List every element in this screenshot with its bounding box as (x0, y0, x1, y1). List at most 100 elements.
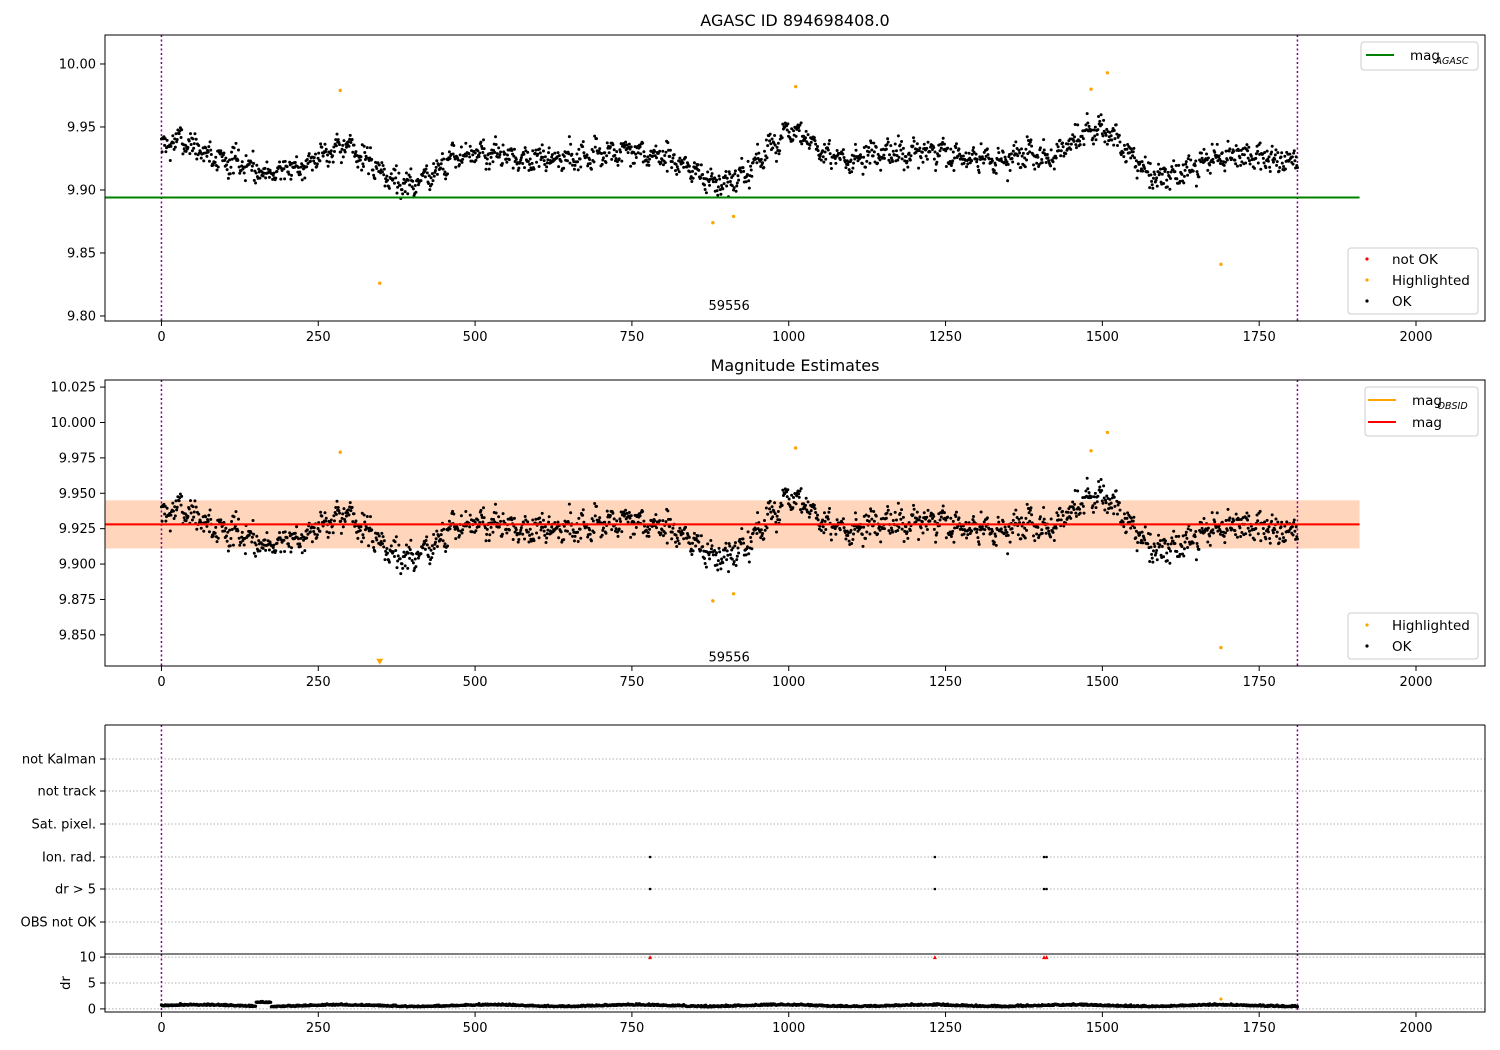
ok-point (1292, 518, 1296, 522)
ok-point (382, 173, 386, 177)
ok-point (853, 142, 857, 146)
ok-point (1213, 520, 1217, 524)
ok-point (862, 525, 866, 529)
ok-point (318, 529, 322, 533)
ok-point (332, 145, 336, 149)
ok-point (1129, 147, 1133, 151)
ok-point (222, 520, 226, 524)
ok-point (920, 520, 924, 524)
ok-point (1010, 156, 1014, 160)
ok-point (750, 547, 754, 551)
ok-point (1169, 176, 1173, 180)
ok-point (966, 533, 970, 537)
ok-point (678, 156, 682, 160)
ok-point (990, 529, 994, 533)
ok-point (1291, 533, 1295, 537)
ok-point (804, 129, 808, 133)
ok-point (704, 191, 708, 195)
ok-point (1274, 517, 1278, 521)
ok-point (1166, 170, 1170, 174)
ok-point (996, 515, 1000, 519)
ok-point (427, 555, 431, 559)
ok-point (251, 518, 255, 522)
ok-point (708, 177, 712, 181)
ok-point (431, 552, 435, 555)
ok-point (419, 179, 423, 183)
ok-point (242, 171, 246, 175)
ok-point (1105, 511, 1109, 515)
ok-point (542, 159, 546, 163)
ok-point (385, 174, 389, 178)
ok-point (1001, 520, 1005, 524)
ok-point (768, 499, 772, 503)
ok-point (236, 529, 240, 533)
ok-point (1172, 529, 1176, 533)
ok-point (319, 142, 323, 146)
ok-point (685, 536, 689, 540)
ok-point (187, 139, 191, 143)
ok-point (432, 547, 436, 551)
ok-point (625, 511, 629, 515)
ok-point (547, 515, 551, 519)
ok-point (886, 137, 890, 141)
ok-point (747, 179, 751, 183)
ok-point (850, 170, 854, 174)
ok-point (1151, 549, 1155, 553)
ok-point (678, 526, 682, 530)
ok-point (949, 516, 953, 520)
ok-point (425, 164, 429, 168)
ok-point (1213, 150, 1217, 154)
ok-point (228, 172, 232, 176)
ok-point (296, 165, 300, 169)
ok-point (717, 174, 721, 178)
ok-point (886, 140, 890, 144)
ok-point (1186, 546, 1190, 549)
ok-point (396, 185, 400, 189)
ok-point (251, 149, 255, 153)
ok-point (247, 162, 251, 166)
ok-point (562, 524, 566, 528)
ok-point (1163, 539, 1167, 543)
ok-point (1155, 558, 1159, 562)
ok-point (706, 542, 710, 546)
ok-point (326, 153, 330, 157)
ok-point (557, 154, 561, 158)
ok-point (924, 154, 928, 158)
ok-point (1066, 510, 1070, 514)
legend-status-entry-label: Highlighted (1392, 273, 1470, 289)
ok-point (902, 168, 906, 172)
ok-point (896, 134, 900, 138)
ok-point (570, 152, 574, 156)
ok-point (941, 136, 945, 140)
ok-point (975, 160, 979, 164)
ok-point (717, 546, 721, 550)
ok-point (1139, 538, 1143, 542)
p1-xtick-label: 2000 (1399, 330, 1432, 345)
ok-point (556, 520, 560, 524)
ok-point (351, 150, 355, 154)
ok-point (977, 168, 981, 172)
ok-point (492, 518, 496, 522)
ok-point (546, 158, 550, 162)
ok-point (1071, 500, 1075, 504)
ok-point (1239, 534, 1243, 538)
ok-point (1293, 159, 1297, 163)
ok-point (1069, 511, 1073, 515)
ok-point (439, 162, 443, 166)
ok-point (362, 536, 366, 540)
ok-point (1135, 549, 1139, 553)
ok-point (733, 541, 737, 545)
flag-point (1042, 855, 1046, 859)
ok-point (317, 151, 321, 155)
ok-point (975, 157, 979, 161)
ok-point (676, 539, 680, 543)
ok-point (1153, 172, 1157, 176)
ok-point (571, 528, 575, 532)
ok-point (567, 135, 571, 139)
ok-point (541, 155, 545, 159)
ok-point (385, 547, 389, 551)
ok-point (289, 177, 293, 181)
ok-point (785, 495, 789, 499)
